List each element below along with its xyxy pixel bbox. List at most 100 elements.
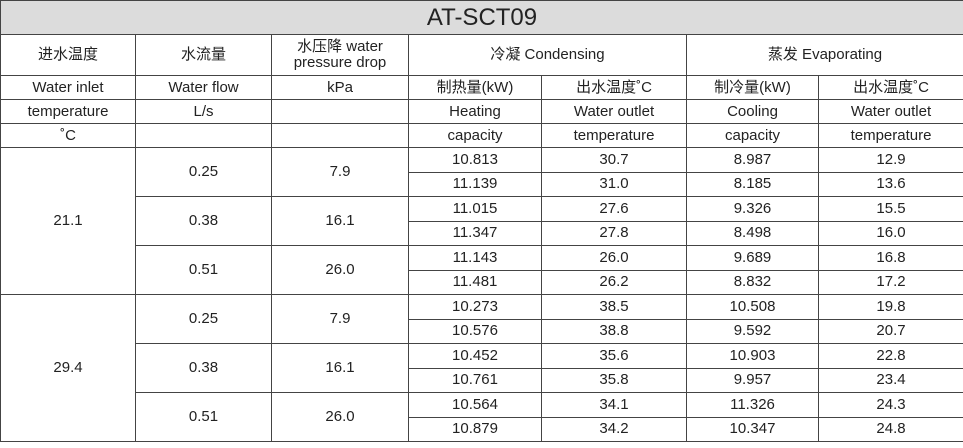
data-cell: 10.879 [408,416,542,442]
data-cell: 11.015 [408,196,542,222]
data-cell: 16.1 [271,196,409,246]
title-row: AT-SCT09 [0,0,963,35]
data-cell: 7.9 [271,294,409,344]
data-row: 21.1 0.25 7.9 10.813 30.7 8.987 12.9 [0,147,963,295]
data-row: 0.51 26.0 11.143 26.0 9.689 16.8 [1,245,963,295]
data-row: 11.481 26.2 8.832 17.2 [1,269,963,295]
data-cell: 31.0 [541,171,687,197]
data-cell: 15.5 [817,196,963,222]
data-cell: 35.6 [541,343,687,369]
header-cell: 出水温度˚C [817,75,963,100]
data-cell: 11.481 [408,269,542,295]
header-cell: Water outlet [541,99,687,124]
header-cell: 水流量 [135,34,272,76]
header-cell: 出水温度˚C [541,75,687,100]
table-body: 21.1 0.25 7.9 10.813 30.7 8.987 12.9 11.139 31.0… [0,147,963,442]
header-cell: Water inlet [0,75,136,100]
data-cell: 34.1 [541,392,687,418]
data-cell: 10.576 [408,318,542,344]
header-cell: temperature [0,99,136,124]
header-row: Water inlet Water flow kPa 制热量(kW) 出水温度˚… [0,75,963,100]
data-cell: 9.592 [686,318,819,344]
data-cell: 23.4 [817,367,963,393]
data-cell: 22.8 [817,343,963,369]
header-cell: Cooling [686,99,819,124]
table-title: AT-SCT09 [0,0,963,35]
header-cell: 进水温度 [0,34,136,76]
header-cell: capacity [408,123,542,148]
data-cell: 26.2 [541,269,687,295]
data-cell: 10.273 [408,294,542,320]
data-cell: 11.326 [686,392,819,418]
data-row: 29.4 0.25 7.9 10.273 38.5 10.508 19.8 [0,294,963,442]
data-cell: 0.25 [135,294,272,344]
data-row: 11.347 27.8 8.498 16.0 [1,220,963,246]
data-cell: 12.9 [817,147,963,173]
header-cell: ˚C [0,123,136,148]
header-cell [271,123,409,148]
data-cell: 10.761 [408,367,542,393]
header-row: 进水温度 水流量 水压降 water pressure drop 冷凝 Cond… [0,34,963,76]
header-cell: kPa [271,75,409,100]
data-cell: 26.0 [271,245,409,295]
data-cell: 9.689 [686,245,819,271]
data-cell: 19.8 [817,294,963,320]
header-cell: 制热量(kW) [408,75,542,100]
data-row: 0.38 16.1 11.015 27.6 9.326 15.5 [1,196,963,246]
data-cell: 11.143 [408,245,542,271]
data-cell: 16.0 [817,220,963,246]
header-cell: Water flow [135,75,272,100]
data-cell: 10.903 [686,343,819,369]
data-cell: 34.2 [541,416,687,442]
data-cell: 9.326 [686,196,819,222]
data-cell: 0.25 [135,147,272,197]
data-cell: 27.6 [541,196,687,222]
data-cell: 10.452 [408,343,542,369]
data-cell: 38.8 [541,318,687,344]
data-cell: 10.347 [686,416,819,442]
header-cell [135,123,272,148]
data-cell: 10.508 [686,294,819,320]
data-cell: 8.185 [686,171,819,197]
data-cell: 24.8 [817,416,963,442]
data-cell: 29.4 [0,294,136,442]
data-cell: 9.957 [686,367,819,393]
header-cell: 制冷量(kW) [686,75,819,100]
header-text: 水压降 water pressure drop [293,38,387,71]
data-cell: 17.2 [817,269,963,295]
header-cell: 蒸发 Evaporating [685,34,963,76]
data-cell: 30.7 [541,147,687,173]
data-row: 0.38 16.1 10.452 35.6 10.903 22.8 [1,343,963,393]
data-cell: 7.9 [271,147,409,197]
header-cell: L/s [135,99,272,124]
data-cell: 27.8 [541,220,687,246]
header-cell: 水压降 water pressure drop [271,34,409,76]
data-cell: 10.813 [408,147,542,173]
header-cell: temperature [541,123,687,148]
header-cell: temperature [817,123,963,148]
header-row: ˚C capacity temperature capacity tempera… [0,123,963,148]
data-row: 0.51 26.0 10.564 34.1 11.326 24.3 [1,392,963,442]
data-cell: 0.38 [135,343,272,393]
data-cell: 10.564 [408,392,542,418]
header-row: temperature L/s Heating Water outlet Coo… [0,99,963,124]
data-row: 10.879 34.2 10.347 24.8 [1,416,963,442]
header-cell: capacity [686,123,819,148]
data-cell: 0.51 [135,245,272,295]
data-cell: 24.3 [817,392,963,418]
data-cell: 8.832 [686,269,819,295]
data-row: 11.139 31.0 8.185 13.6 [1,171,963,197]
data-cell: 20.7 [817,318,963,344]
header-cell [271,99,409,124]
data-cell: 16.8 [817,245,963,271]
header-cell: 冷凝 Condensing [408,34,687,76]
data-cell: 26.0 [541,245,687,271]
data-row: 10.761 35.8 9.957 23.4 [1,367,963,393]
header-cell: Water outlet [817,99,963,124]
data-cell: 11.139 [408,171,542,197]
data-cell: 0.38 [135,196,272,246]
data-cell: 21.1 [0,147,136,295]
data-cell: 0.51 [135,392,272,442]
